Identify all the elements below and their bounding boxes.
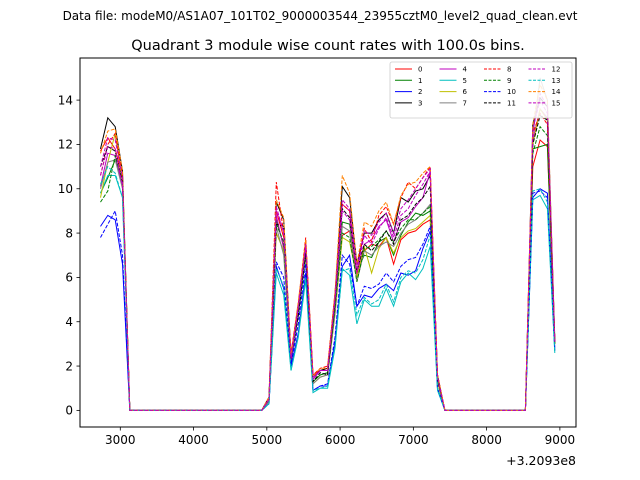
legend-label-5: 5 [463, 77, 467, 85]
legend-label-8: 8 [507, 66, 511, 74]
legend-box [389, 61, 573, 119]
y-tick-label: 10 [58, 182, 73, 196]
series-line-15 [100, 92, 556, 411]
y-tick-label: 4 [65, 315, 73, 329]
x-tick-label: 7000 [398, 433, 429, 447]
plot-frame [79, 57, 577, 428]
legend-label-11: 11 [507, 99, 516, 107]
y-tick-label: 12 [58, 138, 73, 152]
x-offset-label: +3.2093e8 [506, 453, 576, 468]
y-tick-label: 0 [65, 404, 73, 418]
legend-label-1: 1 [418, 77, 422, 85]
legend-label-6: 6 [463, 88, 468, 96]
series-line-7 [100, 77, 556, 411]
legend-label-7: 7 [463, 99, 467, 107]
legend-label-0: 0 [418, 66, 422, 74]
legend-label-10: 10 [507, 88, 516, 96]
x-tick-label: 6000 [325, 433, 356, 447]
x-tick-label: 8000 [471, 433, 502, 447]
legend-label-14: 14 [552, 88, 561, 96]
chart-suptitle: Data file: modeM0/AS1A07_101T02_90000035… [63, 9, 578, 23]
series-line-10 [100, 190, 556, 411]
chart-title: Quadrant 3 module wise count rates with … [131, 38, 525, 54]
legend-label-2: 2 [418, 88, 422, 96]
legend-label-4: 4 [463, 66, 468, 74]
y-axis: 0 2 4 6 8 10 12 14 [58, 93, 80, 418]
legend-label-3: 3 [418, 99, 422, 107]
series-lines [100, 77, 556, 411]
y-tick-label: 2 [65, 359, 73, 373]
y-tick-label: 6 [65, 271, 73, 285]
legend-label-12: 12 [552, 66, 561, 74]
y-tick-label: 8 [65, 226, 73, 240]
series-line-2 [100, 188, 556, 411]
legend-label-13: 13 [552, 77, 561, 85]
x-tick-label: 5000 [252, 433, 283, 447]
y-tick-label: 14 [58, 93, 73, 107]
x-tick-label: 3000 [105, 433, 136, 447]
x-tick-label: 4000 [178, 433, 209, 447]
x-tick-label: 9000 [545, 433, 576, 447]
x-axis: 3000 4000 5000 6000 7000 8000 9000 [105, 427, 575, 447]
legend-label-15: 15 [552, 99, 561, 107]
legend-label-9: 9 [507, 77, 511, 85]
